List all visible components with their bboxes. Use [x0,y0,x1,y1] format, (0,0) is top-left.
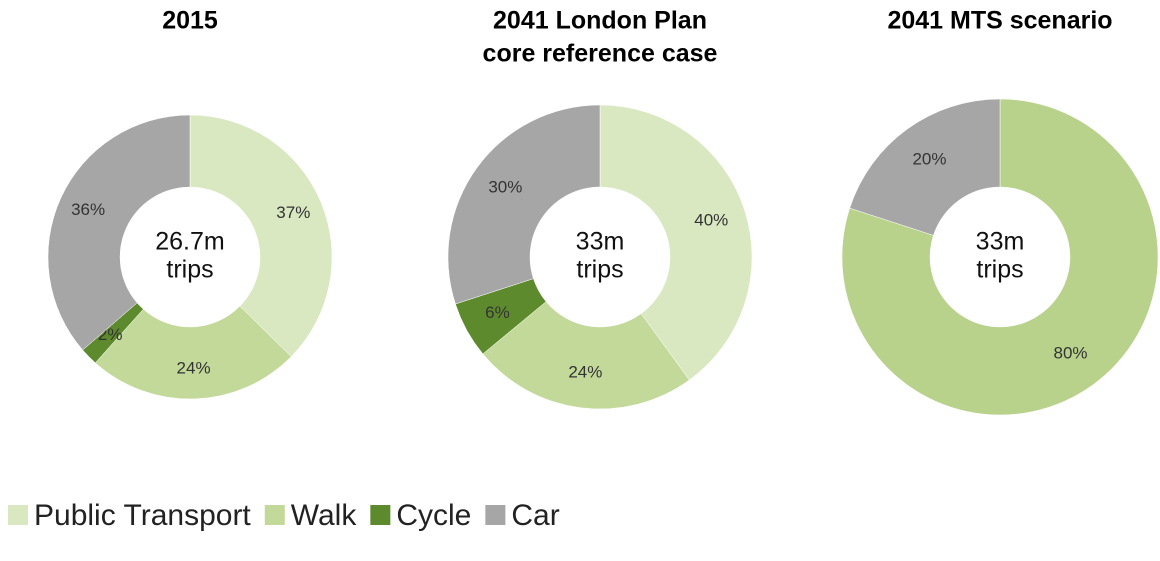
chart-title: core reference case [483,40,718,68]
legend-swatch [485,505,506,525]
legend-label: Car [511,499,559,532]
pie-slice [447,104,601,305]
pie-slice [599,104,753,381]
slice-label: 20% [912,149,946,168]
legend-label: Cycle [396,499,471,532]
center-label: 33m [976,228,1025,256]
pie-slice [47,114,191,351]
slice-label: 36% [71,200,105,219]
slice-label: 80% [1054,344,1088,363]
center-label: trips [166,256,213,284]
slice-label: 24% [568,363,602,382]
legend-swatch [264,505,285,525]
center-label: trips [576,256,623,284]
chart-title: 2041 MTS scenario [887,7,1112,35]
legend-swatch [8,505,28,525]
center-label: 26.7m [155,228,224,256]
slice-label: 30% [488,178,522,197]
slice-label: 37% [276,203,310,222]
slice-label: 6% [485,303,510,322]
legend-label: Public Transport [34,499,251,532]
legend-swatch [370,505,391,525]
pie-slice [841,98,1159,416]
chart-title: 2015 [162,7,218,35]
center-label: 33m [576,228,625,256]
slice-label: 24% [177,358,211,377]
legend-label: Walk [291,499,358,532]
pie-slice [849,98,1001,236]
pie-slice [94,305,292,400]
chart-title: 2041 London Plan [493,7,707,35]
pie-slice [482,301,690,410]
pie-slice [189,114,333,357]
center-label: trips [976,256,1023,284]
slice-label: 40% [694,210,728,229]
